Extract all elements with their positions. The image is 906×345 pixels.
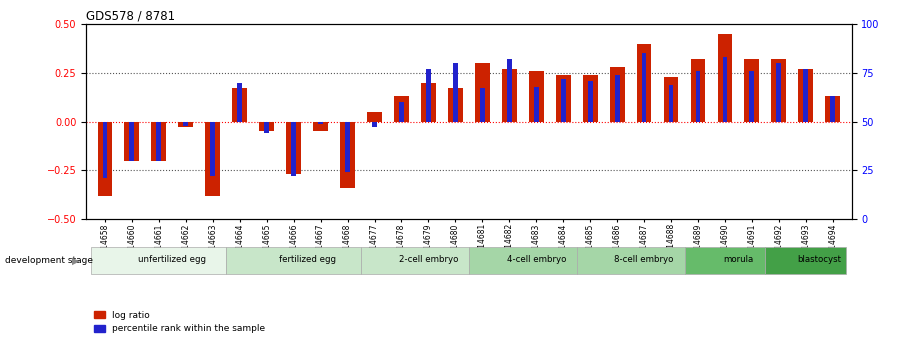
- Text: 4-cell embryo: 4-cell embryo: [506, 255, 566, 264]
- Bar: [776, 63, 781, 122]
- Text: development stage: development stage: [5, 256, 92, 265]
- Bar: [669, 85, 673, 122]
- Bar: [577, 246, 685, 275]
- Bar: [534, 87, 539, 122]
- Bar: [663, 77, 679, 122]
- Bar: [448, 88, 463, 122]
- Bar: [798, 69, 814, 122]
- Bar: [151, 122, 167, 161]
- Bar: [588, 81, 593, 122]
- Bar: [830, 96, 835, 122]
- Text: morula: morula: [723, 255, 754, 264]
- Bar: [183, 122, 188, 126]
- Bar: [690, 59, 706, 122]
- Bar: [394, 96, 409, 122]
- Bar: [529, 71, 544, 122]
- Bar: [718, 34, 732, 122]
- Text: ▶: ▶: [72, 256, 80, 265]
- Bar: [367, 112, 382, 122]
- Bar: [583, 75, 598, 122]
- Bar: [696, 71, 700, 122]
- Bar: [745, 59, 759, 122]
- Bar: [178, 122, 193, 127]
- Bar: [318, 122, 323, 124]
- Bar: [237, 83, 242, 122]
- Text: blastocyst: blastocyst: [797, 255, 842, 264]
- Bar: [722, 57, 728, 122]
- Bar: [469, 246, 577, 275]
- Bar: [130, 122, 134, 161]
- Bar: [475, 63, 490, 122]
- Bar: [259, 122, 275, 131]
- Bar: [766, 246, 846, 275]
- Bar: [641, 53, 647, 122]
- Bar: [453, 63, 458, 122]
- Bar: [232, 88, 247, 122]
- Bar: [502, 69, 516, 122]
- Bar: [210, 122, 216, 176]
- Bar: [340, 122, 355, 188]
- Bar: [614, 75, 620, 122]
- Bar: [92, 246, 226, 275]
- Bar: [313, 122, 328, 131]
- Bar: [124, 122, 140, 161]
- Bar: [771, 59, 786, 122]
- Bar: [610, 67, 624, 122]
- Bar: [637, 44, 651, 122]
- Bar: [102, 122, 108, 178]
- Bar: [804, 69, 808, 122]
- Text: GDS578 / 8781: GDS578 / 8781: [86, 10, 175, 23]
- Legend: log ratio, percentile rank within the sample: log ratio, percentile rank within the sa…: [91, 307, 269, 337]
- Bar: [426, 69, 431, 122]
- Bar: [421, 82, 436, 122]
- Bar: [286, 122, 301, 174]
- Text: fertilized egg: fertilized egg: [279, 255, 335, 264]
- Bar: [206, 122, 220, 196]
- Bar: [555, 75, 571, 122]
- Bar: [506, 59, 512, 122]
- Text: 2-cell embryo: 2-cell embryo: [399, 255, 458, 264]
- Bar: [157, 122, 161, 161]
- Bar: [480, 88, 485, 122]
- Bar: [685, 246, 766, 275]
- Text: unfertilized egg: unfertilized egg: [139, 255, 207, 264]
- Bar: [226, 246, 361, 275]
- Bar: [399, 102, 404, 122]
- Bar: [825, 96, 840, 122]
- Bar: [345, 122, 350, 172]
- Bar: [291, 122, 296, 176]
- Bar: [265, 122, 269, 133]
- Bar: [372, 122, 377, 127]
- Bar: [561, 79, 565, 122]
- Text: 8-cell embryo: 8-cell embryo: [614, 255, 674, 264]
- Bar: [749, 71, 755, 122]
- Bar: [98, 122, 112, 196]
- Bar: [361, 246, 469, 275]
